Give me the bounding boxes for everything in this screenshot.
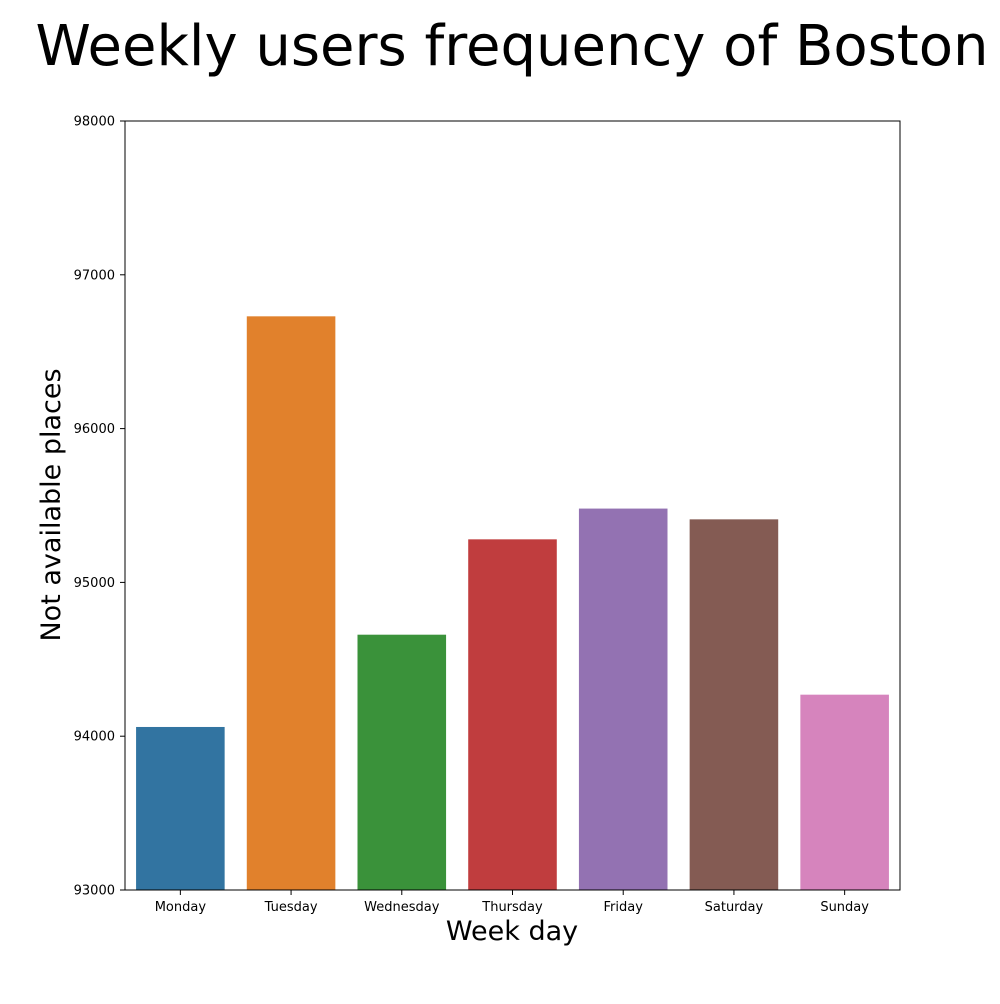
x-tick-label: Saturday — [705, 900, 764, 915]
y-axis-label: Not available places — [36, 368, 67, 641]
bar-saturday — [689, 519, 779, 890]
bar-wednesday — [357, 634, 447, 890]
y-tick-label: 96000 — [74, 422, 115, 437]
x-axis-label: Week day — [446, 916, 578, 947]
bar-tuesday — [246, 316, 336, 890]
y-tick-label: 95000 — [74, 576, 115, 591]
bars-group — [136, 316, 889, 890]
x-tick-label: Wednesday — [364, 900, 440, 915]
y-tick-label: 94000 — [74, 730, 115, 745]
x-tick-label: Monday — [155, 900, 207, 915]
y-tick-label: 98000 — [74, 115, 115, 130]
bar-thursday — [468, 539, 557, 890]
y-tick-label: 93000 — [74, 884, 115, 899]
bar-friday — [578, 508, 668, 890]
chart-title: Weekly users frequency of Boston — [35, 14, 988, 79]
y-axis-ticks: 93000 94000 95000 96000 97000 98000 — [74, 115, 125, 899]
x-tick-label: Thursday — [481, 900, 543, 915]
x-axis-ticks: Monday Tuesday Wednesday Thursday Friday Satu… — [155, 890, 869, 915]
bar-sunday — [800, 694, 889, 890]
plot-frame — [124, 120, 901, 891]
x-tick-label: Tuesday — [264, 900, 318, 915]
x-tick-label: Sunday — [820, 900, 869, 915]
bar-monday — [136, 726, 225, 890]
x-tick-label: Friday — [604, 900, 644, 915]
y-tick-label: 97000 — [74, 268, 115, 283]
